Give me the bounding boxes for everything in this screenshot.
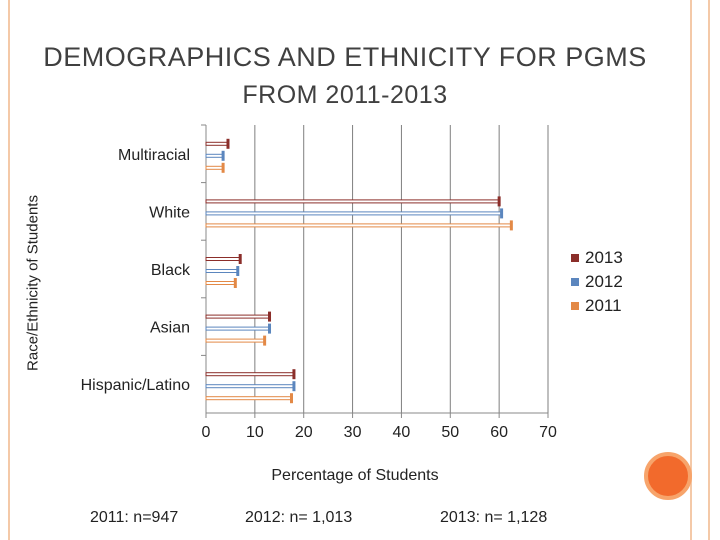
slide-title: DEMOGRAPHICS AND ETHNICITY FOR PGMS FROM… [40, 38, 650, 114]
bar-cap-2013-0 [226, 138, 230, 149]
bar-2012-0 [205, 153, 224, 158]
bar-cap-2012-1 [500, 208, 504, 219]
bar-cap-2011-4 [290, 393, 293, 404]
x-axis-title: Percentage of Students [271, 467, 439, 484]
bar-cap-2013-3 [268, 311, 272, 322]
bar-cap-2012-0 [221, 150, 225, 161]
bar-cap-2013-2 [238, 254, 242, 264]
bar-2011-3 [205, 338, 266, 343]
bar-cap-2011-2 [233, 278, 237, 288]
x-tick-label-50: 50 [441, 424, 459, 441]
bar-2011-2 [205, 281, 236, 285]
bar-cap-2012-2 [236, 266, 240, 276]
bar-2011-1 [205, 223, 512, 228]
bar-2013-1 [205, 199, 500, 204]
decorative-circle [644, 452, 692, 500]
legend-swatch-2011 [571, 302, 579, 310]
x-tick-label-30: 30 [344, 424, 362, 441]
bar-2013-4 [205, 372, 295, 377]
bar-2012-2 [205, 269, 239, 273]
bar-2011-4 [205, 396, 292, 401]
sample-size-2013: 2013: n= 1,128 [440, 509, 548, 526]
x-tick-label-20: 20 [295, 424, 313, 441]
category-label-4: Hispanic/Latino [81, 377, 191, 394]
x-tick-label-70: 70 [539, 424, 557, 441]
legend-item-2012: 2012 [571, 270, 623, 294]
sample-size-2011: 2011: n=947 [90, 509, 179, 526]
legend-swatch-2013 [571, 254, 579, 262]
category-label-3: Asian [150, 320, 190, 337]
chart-legend: 2013 2012 2011 [571, 246, 623, 318]
category-label-1: White [149, 204, 190, 221]
bar-cap-2011-0 [221, 162, 225, 173]
bar-cap-2013-1 [497, 196, 501, 207]
bar-2013-0 [205, 141, 229, 146]
category-label-2: Black [151, 262, 191, 279]
bar-2013-2 [205, 257, 241, 261]
x-tick-label-10: 10 [246, 424, 264, 441]
bar-2011-0 [205, 165, 224, 170]
bar-cap-2012-4 [292, 381, 296, 392]
x-tick-label-40: 40 [393, 424, 411, 441]
bar-cap-2011-1 [509, 220, 513, 231]
bar-cap-2011-3 [263, 335, 267, 346]
title-line-1: DEMOGRAPHICS AND ETHNICITY FOR PGMS [43, 42, 647, 72]
legend-swatch-2012 [571, 278, 579, 286]
category-label-0: Multiracial [118, 147, 190, 164]
bar-2012-1 [205, 211, 503, 216]
frame-line-left [8, 0, 10, 540]
legend-label-2011: 2011 [585, 296, 622, 315]
frame-line-right-outer [708, 0, 710, 540]
bar-2012-3 [205, 326, 271, 331]
title-line-2: FROM 2011-2013 [242, 81, 448, 109]
legend-item-2013: 2013 [571, 246, 623, 270]
legend-label-2012: 2012 [585, 272, 623, 291]
bar-2012-4 [205, 384, 295, 389]
sample-size-2012: 2012: n= 1,013 [245, 509, 353, 526]
bar-cap-2012-3 [268, 323, 272, 334]
legend-label-2013: 2013 [585, 248, 623, 267]
bar-2013-3 [205, 314, 271, 319]
x-tick-label-60: 60 [490, 424, 508, 441]
legend-item-2011: 2011 [571, 294, 623, 318]
bar-cap-2013-4 [292, 369, 296, 380]
x-tick-label-0: 0 [202, 424, 211, 441]
frame-line-right-inner [690, 0, 692, 540]
